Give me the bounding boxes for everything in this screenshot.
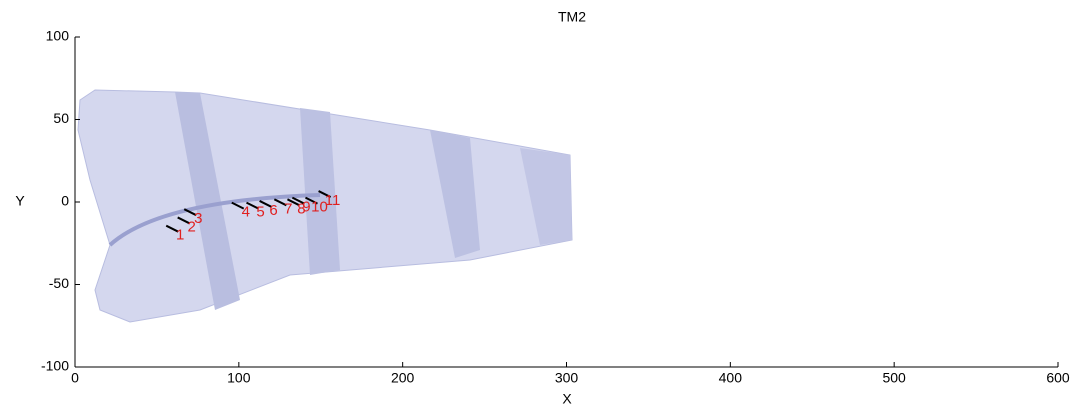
point-label: 4 xyxy=(242,204,250,221)
point-marker xyxy=(305,196,318,205)
x-tick-label: 0 xyxy=(71,370,79,386)
x-tick-label: 600 xyxy=(1046,370,1070,386)
point-label: 1 xyxy=(176,227,184,244)
x-tick-label: 200 xyxy=(391,370,415,386)
y-tick-label: -50 xyxy=(49,275,69,291)
y-tick-label: 0 xyxy=(61,193,69,209)
mesh-image xyxy=(77,89,573,323)
point-marker xyxy=(246,201,259,210)
point-label: 2 xyxy=(188,218,196,235)
point-marker xyxy=(231,201,245,210)
point-marker xyxy=(259,200,273,208)
x-tick-label: 500 xyxy=(882,370,906,386)
point-marker xyxy=(318,190,332,198)
y-tick-label: 50 xyxy=(53,110,69,126)
point-label: 7 xyxy=(284,200,292,217)
point-marker xyxy=(177,216,191,225)
x-tick-label: 100 xyxy=(227,370,251,386)
point-marker xyxy=(287,198,300,207)
x-tick-label: 300 xyxy=(555,370,579,386)
point-label: 9 xyxy=(302,199,310,216)
x-axis-label: X xyxy=(562,391,572,407)
y-tick-label: 100 xyxy=(46,28,70,44)
point-marker xyxy=(291,196,305,205)
point-marker xyxy=(273,198,287,207)
point-label: 10 xyxy=(311,199,328,216)
point-label: 5 xyxy=(256,204,264,221)
point-label: 11 xyxy=(325,192,341,209)
chart-title: TM2 xyxy=(558,9,586,25)
y-tick-label: -100 xyxy=(41,358,69,374)
point-label: 3 xyxy=(194,210,202,227)
point-label: 6 xyxy=(269,202,277,219)
point-label: 8 xyxy=(297,200,305,217)
y-axis-label: Y xyxy=(15,193,25,209)
x-tick-label: 400 xyxy=(719,370,743,386)
point-marker xyxy=(165,224,179,233)
point-marker xyxy=(183,208,197,217)
